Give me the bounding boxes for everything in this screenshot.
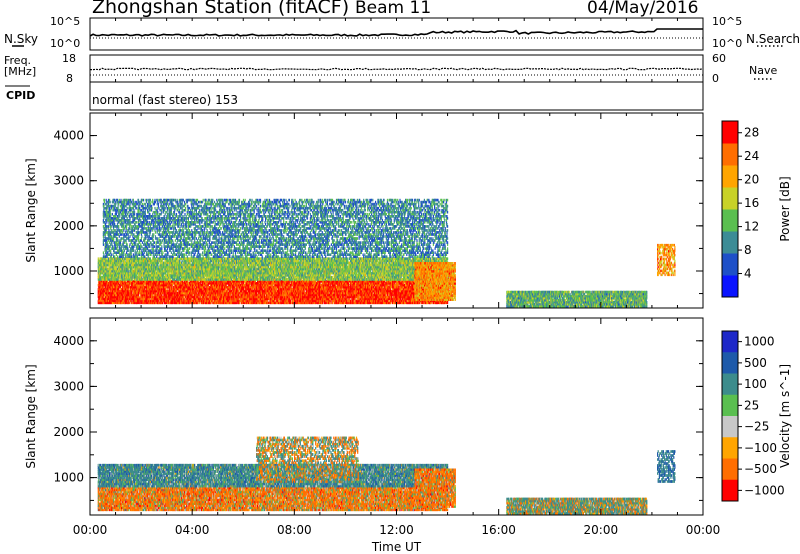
freq-line — [90, 68, 703, 69]
nsky-line — [90, 29, 703, 36]
rti-figure: 1000200030004000Slant Range [km]48121620… — [0, 0, 800, 554]
